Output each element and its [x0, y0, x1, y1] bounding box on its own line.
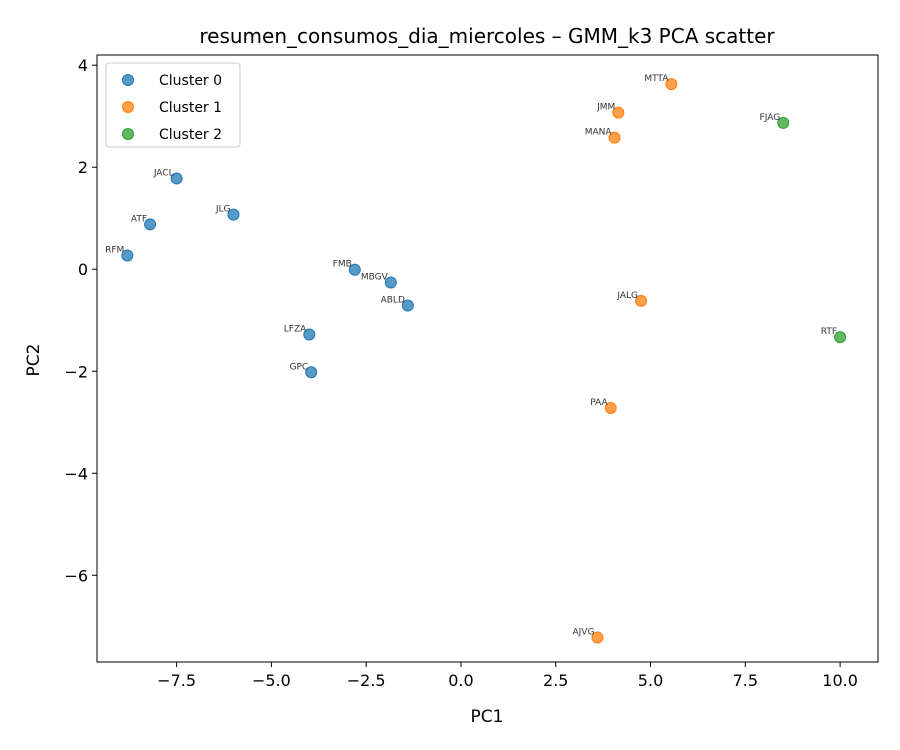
point-label: ABLD [381, 295, 405, 305]
point-label: LFZA [284, 325, 307, 335]
scatter-point [834, 331, 847, 344]
scatter-point [665, 78, 678, 91]
legend-label: Cluster 1 [159, 100, 222, 116]
y-tick-label: 0 [78, 260, 88, 279]
x-tick-label: −5.0 [252, 671, 291, 690]
legend-label: Cluster 2 [159, 127, 222, 143]
point-label: MTTA [644, 74, 669, 84]
plot-frame [96, 54, 879, 663]
scatter-point [144, 218, 157, 231]
x-tick-label: 10.0 [822, 671, 858, 690]
point-label: RTF [821, 327, 837, 337]
scatter-point [348, 263, 361, 276]
point-label: JALG [616, 291, 638, 301]
scatter-point [777, 116, 790, 129]
point-label: AJVG [572, 628, 594, 638]
x-tick-label: 2.5 [543, 671, 568, 690]
scatter-point [303, 328, 316, 341]
x-tick-label: 0.0 [448, 671, 473, 690]
point-label: JMM [596, 103, 615, 113]
y-tick-label: −2 [64, 362, 88, 381]
scatter-point [227, 208, 240, 221]
legend-marker [122, 74, 134, 86]
chart-title: resumen_consumos_dia_miercoles – GMM_k3 … [199, 24, 775, 48]
point-label: JLG [215, 205, 231, 215]
scatter-point [121, 249, 134, 262]
scatter-point [635, 294, 648, 307]
points-layer [121, 78, 847, 644]
point-label: RFM [105, 245, 124, 255]
point-label: MBGV [361, 272, 389, 282]
legend-box [105, 62, 241, 148]
point-label: JACL [153, 168, 174, 178]
y-tick-label: −6 [64, 566, 88, 585]
x-tick-label: 5.0 [638, 671, 663, 690]
point-label: PAA [590, 398, 608, 408]
legend-marker [122, 128, 134, 140]
legend: Cluster 0 Cluster 1 Cluster 2 [105, 62, 241, 148]
point-labels-layer: JACL ATF JLG RFM FMB MBGV ABLD LFZA GPC MTTA JMM MA… [105, 74, 837, 637]
legend-label: Cluster 0 [159, 73, 222, 89]
point-label: FMB [333, 260, 352, 270]
scatter-point [170, 172, 183, 185]
y-axis-label: PC2 [24, 344, 44, 377]
scatter-point [604, 401, 617, 414]
x-tick-label: −2.5 [347, 671, 386, 690]
x-axis: −7.5 −5.0 −2.5 0.0 2.5 5.0 7.5 10.0 [157, 662, 858, 690]
scatter-point [384, 276, 397, 289]
scatter-point [591, 631, 604, 644]
legend-marker [122, 101, 134, 113]
scatter-point [608, 131, 621, 144]
x-tick-label: −7.5 [157, 671, 196, 690]
y-tick-label: −4 [64, 464, 88, 483]
point-label: MANA [585, 128, 613, 138]
point-label: FJAG [760, 113, 781, 123]
scatter-point [401, 299, 414, 312]
x-tick-label: 7.5 [733, 671, 758, 690]
scatter-point [612, 106, 625, 119]
scatter-point [305, 366, 318, 379]
point-label: GPC [290, 362, 309, 372]
y-axis: −6 −4 −2 0 2 4 [64, 56, 97, 585]
y-tick-label: 4 [78, 56, 88, 75]
x-axis-label: PC1 [471, 707, 504, 727]
point-label: ATF [131, 214, 147, 224]
y-tick-label: 2 [78, 158, 88, 177]
